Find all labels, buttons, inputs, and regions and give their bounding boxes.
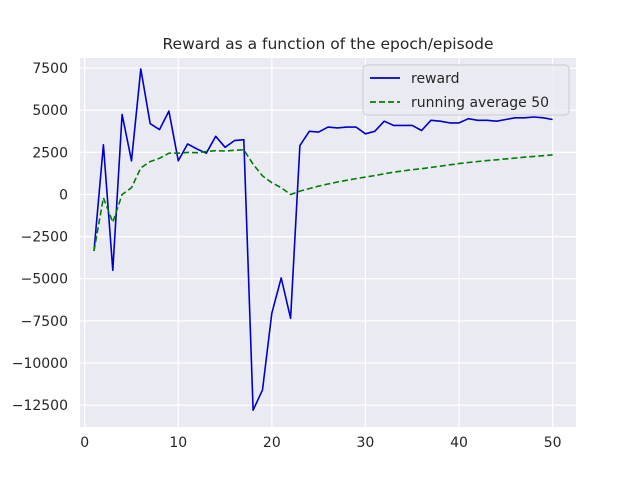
series-line-running-average [93,149,553,252]
y-tick-label: −2500 [21,230,68,246]
y-tick-label: 2500 [32,145,68,161]
x-tick-label: 10 [169,435,187,451]
y-tick-label: −12500 [12,398,68,414]
y-axis-ticks: 7500 5000 2500 0 −2500 −5000 −7500 −10000 −12500 [12,61,68,414]
x-tick-label: 0 [80,435,89,451]
y-tick-label: 5000 [32,103,68,119]
series-lines [93,68,553,412]
x-tick-label: 40 [450,435,468,451]
y-tick-label: −5000 [21,272,68,288]
plot-area [80,58,576,427]
series-line-reward [93,68,553,412]
x-axis-ticks: 0 10 20 30 40 50 [80,435,561,451]
x-tick-label: 50 [544,435,562,451]
y-tick-label: −10000 [12,356,68,372]
x-tick-label: 30 [357,435,375,451]
legend-label: running average 50 [411,95,549,111]
y-tick-label: 0 [59,187,68,203]
legend: reward running average 50 [362,64,570,116]
legend-box [362,64,570,116]
y-tick-label: 7500 [32,61,68,77]
y-tick-label: −7500 [21,314,68,330]
legend-label: reward [411,71,460,87]
x-tick-label: 20 [263,435,281,451]
chart-title: Reward as a function of the epoch/episod… [162,35,493,53]
